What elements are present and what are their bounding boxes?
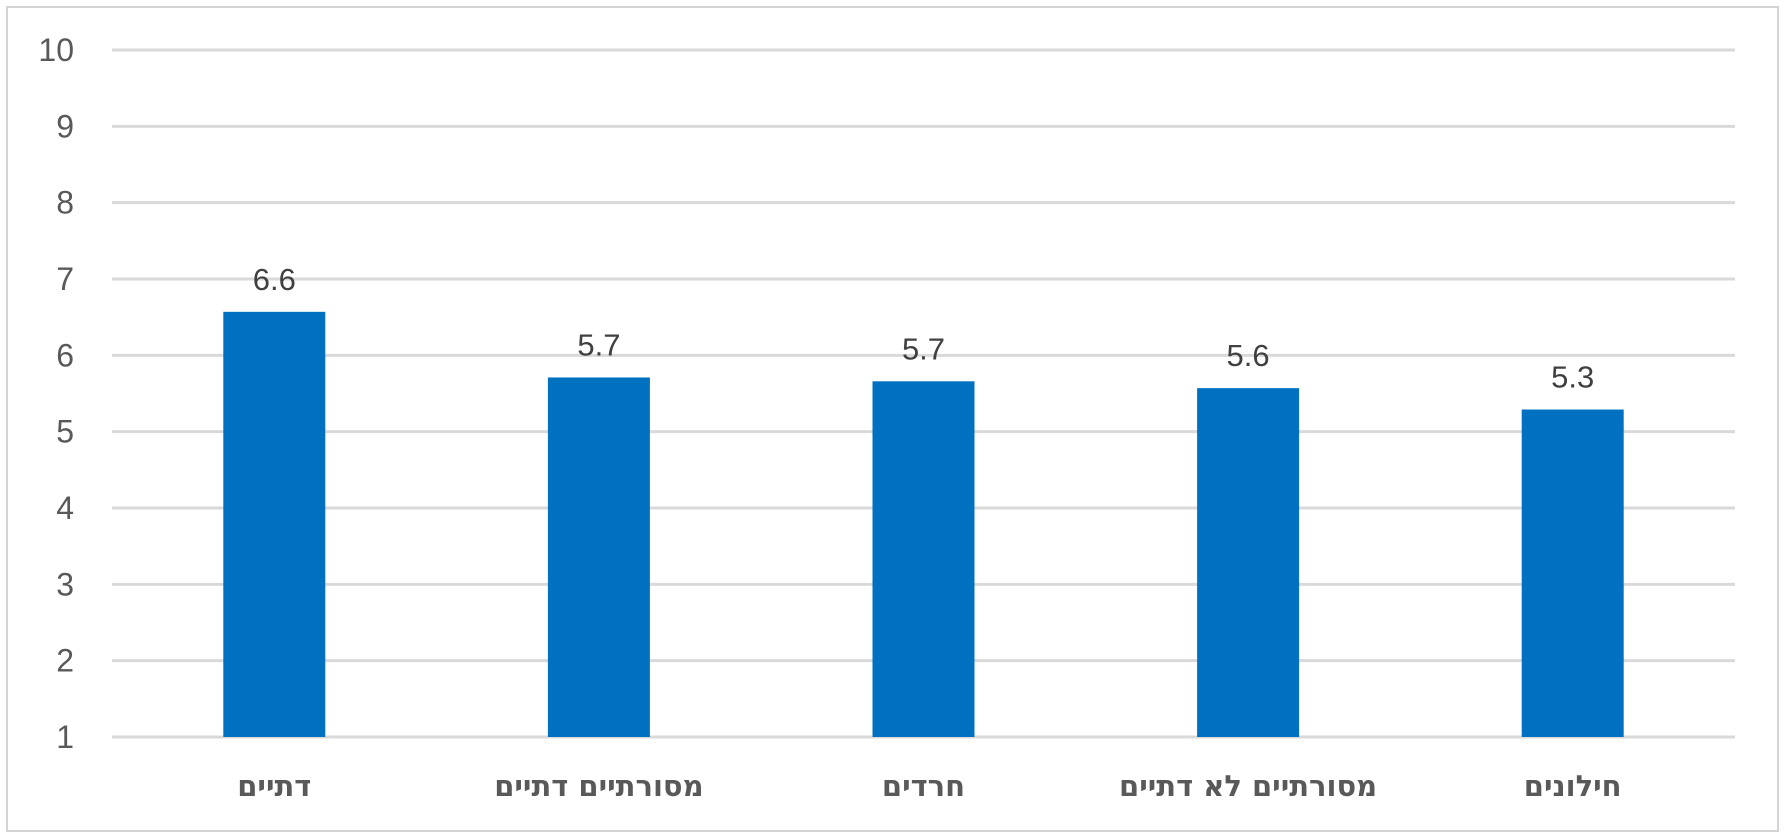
bars [223,311,1624,737]
bar [872,381,975,737]
y-tick-label: 2 [56,643,74,679]
gridlines [112,48,1735,739]
x-category-label: מסורתיים דתיים [494,769,703,803]
y-tick-label: 7 [56,261,74,297]
x-category-label: חילונים [1524,769,1622,803]
y-tick-label: 4 [56,490,74,526]
y-tick-label: 6 [56,337,74,373]
bar [1521,409,1624,737]
y-tick-label: 9 [56,108,74,144]
data-label: 5.6 [1227,338,1270,373]
data-label: 5.7 [902,331,945,366]
y-tick-label: 1 [56,719,74,755]
bar [547,377,650,737]
x-category-label: מסורתיים לא דתיים [1119,769,1377,803]
y-tick-label: 3 [56,566,74,602]
data-label: 6.6 [253,262,296,297]
y-axis-ticks: 1 2 3 4 5 6 7 8 9 10 [38,32,74,755]
x-category-label: דתיים [237,769,311,803]
data-label: 5.3 [1551,360,1594,395]
bar [223,311,326,737]
y-tick-label: 8 [56,185,74,221]
x-category-label: חרדים [882,769,965,803]
data-label: 5.7 [577,327,620,362]
y-tick-label: 10 [38,32,74,68]
y-tick-label: 5 [56,414,74,450]
bar [1197,388,1300,737]
x-axis-labels: דתיים מסורתיים דתיים חרדים מסורתיים לא דתיי… [237,769,1621,803]
data-labels: 6.6 5.7 5.7 5.6 5.3 [253,262,1595,395]
